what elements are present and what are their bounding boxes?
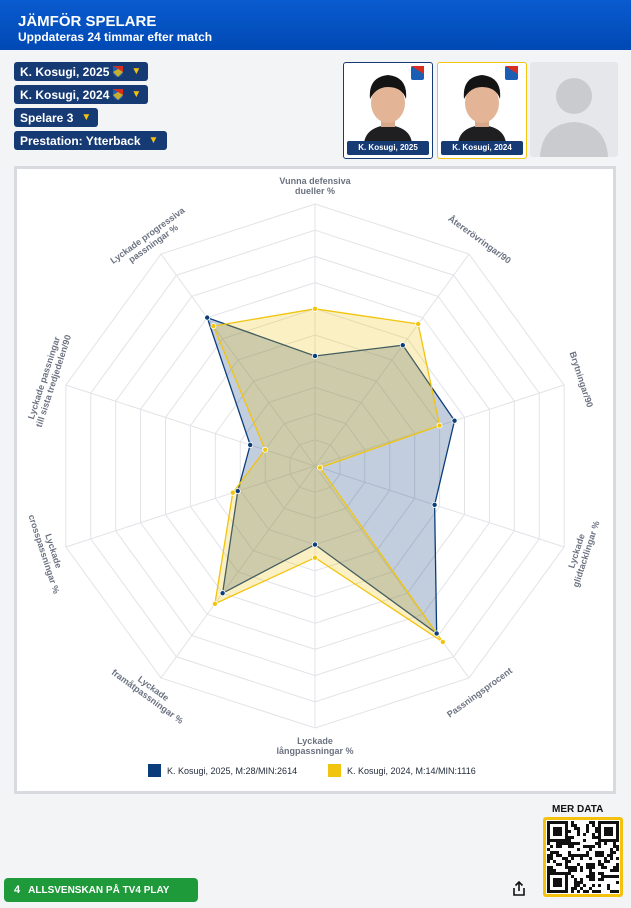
share-icon[interactable]: [512, 881, 526, 897]
series-2-point[interactable]: [316, 464, 323, 471]
series-2-point[interactable]: [211, 600, 218, 607]
grid-spoke: [65, 384, 316, 467]
tv4-play-label: ALLSVENSKAN PÅ TV4 PLAY: [28, 884, 170, 896]
series-1-point[interactable]: [431, 501, 438, 508]
axis-label: Återerövringar/90: [446, 213, 513, 265]
player-photo: [364, 66, 424, 143]
series-1-point[interactable]: [433, 630, 440, 637]
series-2-point[interactable]: [415, 320, 422, 327]
player1-select[interactable]: K. Kosugi, 2025 ▼: [14, 62, 148, 81]
series-1-point[interactable]: [219, 590, 226, 597]
chevron-down-icon: ▼: [131, 89, 142, 100]
player-card-1[interactable]: K. Kosugi, 2025: [343, 62, 433, 159]
axis-label: Passningsprocent: [445, 666, 514, 720]
axis-label: Lyckade långpassningar %: [276, 736, 353, 756]
series-1-point[interactable]: [311, 352, 318, 359]
player-card-empty[interactable]: [530, 62, 618, 157]
avatar-placeholder-icon: [540, 78, 608, 157]
series-2-point[interactable]: [210, 323, 217, 330]
axis-label: Brytningar/90: [568, 350, 595, 408]
djurgarden-crest-icon: [113, 66, 124, 77]
legend-swatch-1: [148, 764, 161, 777]
series-2-point[interactable]: [311, 554, 318, 561]
page-title: JÄMFÖR SPELARE: [18, 13, 157, 30]
axis-label: Lyckadeglidtacklingar %: [561, 517, 601, 589]
series-1-point[interactable]: [247, 441, 254, 448]
qr-code-icon: [546, 820, 620, 894]
grid-spoke: [314, 253, 470, 467]
grid-spoke: [314, 465, 565, 548]
performance-select-label: Prestation: Ytterback: [20, 133, 141, 148]
legend-swatch-2: [328, 764, 341, 777]
player-card-2[interactable]: K. Kosugi, 2024: [437, 62, 527, 159]
legend-item-2[interactable]: K. Kosugi, 2024, M:14/MIN:1116: [328, 764, 476, 777]
axis-label: Lyckadecrosspassningar %: [26, 510, 71, 595]
player3-select-label: Spelare 3: [20, 110, 74, 125]
chevron-down-icon: ▼: [81, 112, 92, 123]
series-2-point[interactable]: [229, 489, 236, 496]
axis-label: Lyckadeframåtpassningar %: [110, 659, 191, 726]
player1-select-label: K. Kosugi, 2025: [20, 64, 110, 79]
player2-select-label: K. Kosugi, 2024: [20, 87, 110, 102]
player-card-name: K. Kosugi, 2025: [347, 141, 429, 155]
grid-spoke: [65, 465, 316, 548]
mer-data-label: MER DATA: [552, 804, 604, 815]
series-2-point[interactable]: [436, 422, 443, 429]
grid-spoke: [160, 465, 316, 679]
player2-select[interactable]: K. Kosugi, 2024 ▼: [14, 85, 148, 104]
page-header: JÄMFÖR SPELARE Uppdateras 24 timmar efte…: [0, 0, 631, 50]
page-number: 4: [14, 884, 21, 896]
series-1-point[interactable]: [399, 342, 406, 349]
djurgarden-crest-icon: [113, 89, 124, 100]
tv4-play-button[interactable]: 4 ALLSVENSKAN PÅ TV4 PLAY: [4, 878, 198, 902]
legend-label-2: K. Kosugi, 2024, M:14/MIN:1116: [347, 765, 476, 776]
page-subtitle: Uppdateras 24 timmar efter match: [18, 30, 213, 44]
series-1-point[interactable]: [204, 314, 211, 321]
performance-select[interactable]: Prestation: Ytterback ▼: [14, 131, 167, 150]
player-card-name: K. Kosugi, 2024: [441, 141, 523, 155]
series-1-point[interactable]: [311, 541, 318, 548]
chevron-down-icon: ▼: [148, 135, 159, 146]
series-2-point[interactable]: [439, 638, 446, 645]
series-2-point[interactable]: [262, 446, 269, 453]
grid-spoke: [160, 253, 316, 467]
qr-code[interactable]: [543, 817, 623, 897]
legend-item-1[interactable]: K. Kosugi, 2025, M:28/MIN:2614: [148, 764, 297, 777]
series-1-point[interactable]: [234, 488, 241, 495]
axis-label: Lyckade progressivapassningar %: [108, 205, 193, 274]
series-2-point[interactable]: [311, 305, 318, 312]
chevron-down-icon: ▼: [131, 66, 142, 77]
legend-label-1: K. Kosugi, 2025, M:28/MIN:2614: [167, 765, 298, 776]
player-photo: [458, 66, 518, 143]
axis-label: Vunna defensiva dueller %: [279, 176, 351, 196]
player3-select[interactable]: Spelare 3 ▼: [14, 108, 98, 127]
series-1-point[interactable]: [451, 417, 458, 424]
